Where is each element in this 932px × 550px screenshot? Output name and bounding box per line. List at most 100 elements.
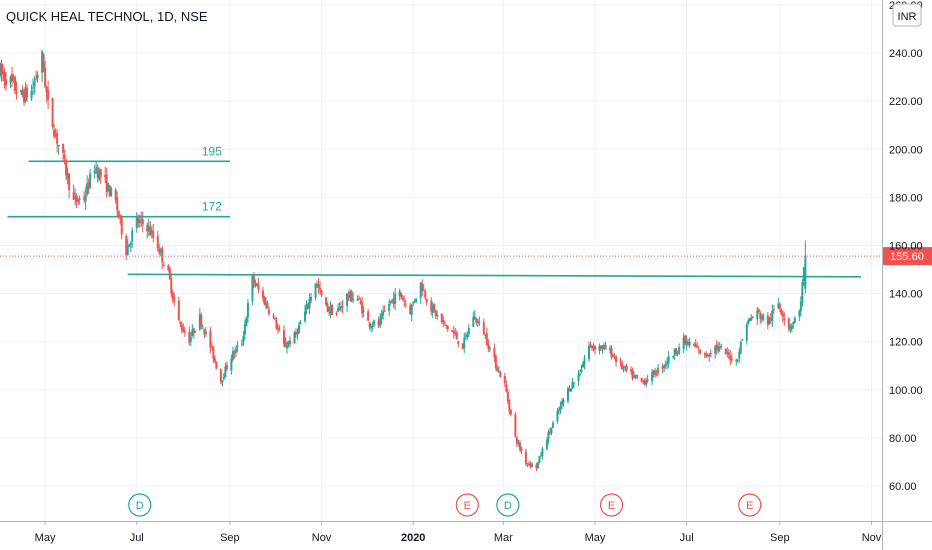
candle-body[interactable] (645, 380, 648, 385)
candle-body[interactable] (654, 370, 657, 375)
candle-body[interactable] (138, 220, 141, 223)
level-lines[interactable]: 195 172 (7, 144, 861, 278)
candle-body[interactable] (667, 356, 670, 364)
candle-body[interactable] (83, 197, 86, 200)
candle-body[interactable] (572, 382, 575, 384)
candle-body[interactable] (442, 320, 445, 323)
candle-body[interactable] (472, 316, 475, 327)
candle-body[interactable] (604, 344, 607, 350)
candle-body[interactable] (422, 290, 425, 292)
candle-body[interactable] (799, 302, 802, 312)
earnings-marker[interactable]: E (738, 493, 762, 517)
candle-body[interactable] (499, 371, 502, 378)
candle-body[interactable] (709, 352, 712, 354)
candle-body[interactable] (75, 195, 78, 202)
candle-body[interactable] (430, 300, 433, 312)
candle-body[interactable] (285, 345, 288, 349)
candle-body[interactable] (514, 414, 517, 437)
candle-body[interactable] (714, 345, 717, 354)
candle-body[interactable] (778, 304, 781, 309)
candle-body[interactable] (556, 411, 559, 422)
candle-body[interactable] (219, 369, 222, 382)
candle-body[interactable] (191, 329, 194, 336)
candle-body[interactable] (188, 331, 191, 343)
candle-body[interactable] (221, 380, 224, 383)
candle-body[interactable] (137, 218, 140, 224)
candle-body[interactable] (801, 282, 804, 304)
candle-body[interactable] (413, 301, 416, 303)
candle-body[interactable] (179, 322, 182, 324)
candle-body[interactable] (266, 303, 269, 309)
candle-body[interactable] (129, 242, 132, 245)
candle-body[interactable] (392, 297, 395, 305)
candle-body[interactable] (192, 328, 195, 334)
candle-body[interactable] (735, 359, 738, 361)
candle-body[interactable] (168, 267, 171, 280)
candle-body[interactable] (588, 346, 591, 360)
candle-body[interactable] (410, 305, 413, 316)
candle-body[interactable] (149, 227, 152, 235)
candle-body[interactable] (419, 282, 422, 298)
candle-body[interactable] (99, 169, 102, 177)
candle-body[interactable] (35, 78, 38, 80)
candle-body[interactable] (720, 345, 723, 348)
candle-body[interactable] (664, 364, 667, 366)
candle-body[interactable] (625, 365, 628, 371)
candle-body[interactable] (777, 303, 780, 309)
candle-body[interactable] (538, 456, 541, 463)
candle-body[interactable] (615, 356, 618, 363)
candle-body[interactable] (173, 296, 176, 302)
candle-body[interactable] (738, 351, 741, 359)
candle-body[interactable] (772, 309, 775, 311)
candle-body[interactable] (9, 76, 12, 83)
candle-body[interactable] (536, 461, 539, 468)
candle-body[interactable] (730, 358, 733, 361)
earnings-marker[interactable]: E (455, 493, 479, 517)
candle-body[interactable] (694, 344, 697, 348)
candle-body[interactable] (636, 374, 639, 379)
candle-body[interactable] (482, 322, 485, 335)
candle-body[interactable] (284, 342, 287, 347)
dividend-marker[interactable]: D (496, 493, 520, 517)
candle-body[interactable] (337, 308, 340, 312)
candle-body[interactable] (72, 192, 75, 200)
candle-body[interactable] (371, 325, 374, 327)
candle-body[interactable] (42, 54, 45, 72)
candle-body[interactable] (135, 217, 138, 229)
candle-body[interactable] (23, 92, 26, 103)
candle-body[interactable] (107, 183, 110, 191)
candle-body[interactable] (697, 348, 700, 350)
candle-body[interactable] (451, 330, 454, 332)
candle-body[interactable] (379, 318, 382, 326)
candle-body[interactable] (201, 327, 204, 329)
candle-body[interactable] (509, 409, 512, 415)
candle-body[interactable] (293, 332, 296, 344)
candle-body[interactable] (804, 256, 807, 289)
candle-body[interactable] (204, 331, 207, 335)
candle-body[interactable] (41, 51, 44, 73)
candle-body[interactable] (717, 346, 720, 351)
candle-body[interactable] (621, 362, 624, 370)
candle-body[interactable] (234, 348, 237, 353)
candle-body[interactable] (147, 226, 150, 231)
candle-body[interactable] (705, 353, 708, 357)
candle-body[interactable] (242, 335, 245, 343)
candle-body[interactable] (11, 73, 14, 81)
candle-body[interactable] (696, 346, 699, 348)
candle-body[interactable] (257, 284, 260, 290)
candle-body[interactable] (105, 174, 108, 193)
candle-body[interactable] (276, 328, 279, 330)
candle-body[interactable] (421, 284, 424, 292)
candle-body[interactable] (320, 289, 323, 296)
candle-body[interactable] (308, 298, 311, 309)
candle-body[interactable] (466, 334, 469, 338)
candle-body[interactable] (577, 375, 580, 382)
candle-body[interactable] (167, 265, 170, 270)
candle-body[interactable] (475, 318, 478, 323)
candle-body[interactable] (781, 313, 784, 318)
candle-body[interactable] (592, 347, 595, 349)
candle-body[interactable] (727, 352, 730, 355)
candle-body[interactable] (478, 321, 481, 324)
candle-body[interactable] (748, 318, 751, 321)
candle-body[interactable] (663, 365, 666, 368)
